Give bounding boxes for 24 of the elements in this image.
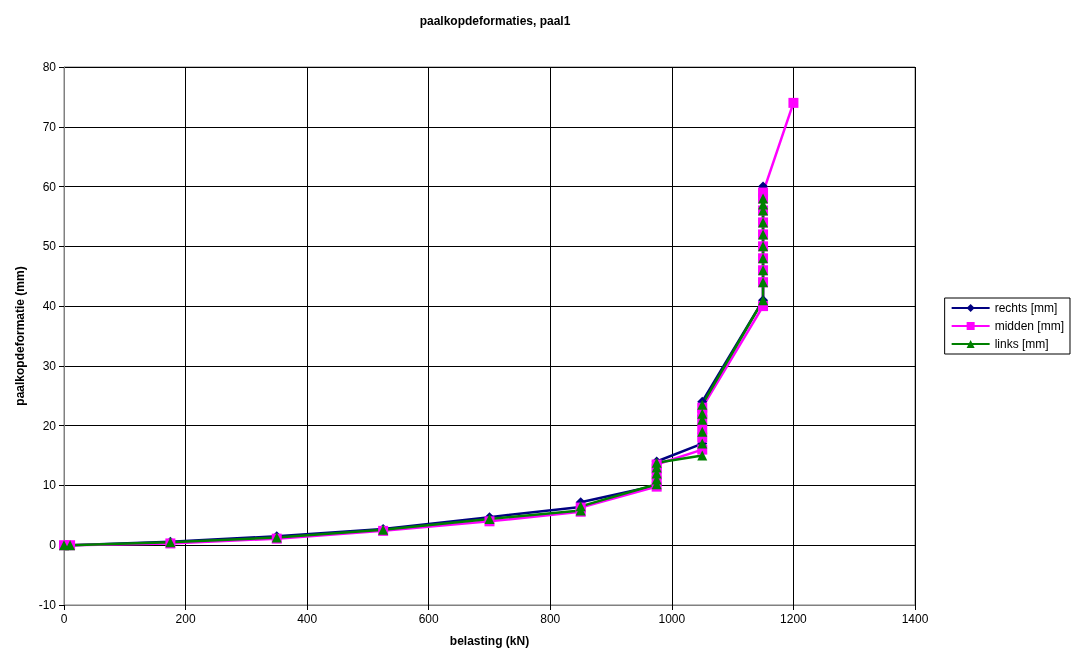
x-axis-title: belasting (kN) bbox=[449, 634, 530, 648]
y-tick-label: 60 bbox=[42, 179, 57, 194]
x-tick-label: 600 bbox=[418, 612, 440, 626]
x-tick-label: 1000 bbox=[658, 612, 686, 626]
y-tick-label: 30 bbox=[42, 358, 57, 373]
y-tick-label: 50 bbox=[42, 239, 57, 254]
chart-title: paalkopdeformaties, paal1 bbox=[419, 14, 571, 28]
legend-label: rechts [mm] bbox=[994, 301, 1058, 315]
x-tick-label: 1400 bbox=[901, 612, 929, 626]
x-tick-label: 1200 bbox=[780, 612, 808, 626]
y-tick-label: 0 bbox=[49, 538, 57, 553]
x-tick-label: 800 bbox=[540, 612, 561, 626]
y-tick-label: 10 bbox=[42, 478, 57, 493]
x-tick-label: 200 bbox=[175, 612, 196, 626]
x-tick-label: 400 bbox=[297, 612, 318, 626]
legend-label: midden [mm] bbox=[994, 319, 1065, 333]
y-tick-label: 70 bbox=[42, 119, 57, 134]
y-tick-label: 20 bbox=[42, 418, 57, 433]
y-tick-label: 80 bbox=[42, 60, 57, 74]
y-axis-title: paalkopdeformatie (mm) bbox=[13, 266, 27, 406]
legend-label: links [mm] bbox=[994, 337, 1049, 351]
y-tick-label: 40 bbox=[42, 299, 57, 314]
x-tick-label: 0 bbox=[60, 612, 68, 626]
y-tick-label: -10 bbox=[38, 598, 57, 612]
